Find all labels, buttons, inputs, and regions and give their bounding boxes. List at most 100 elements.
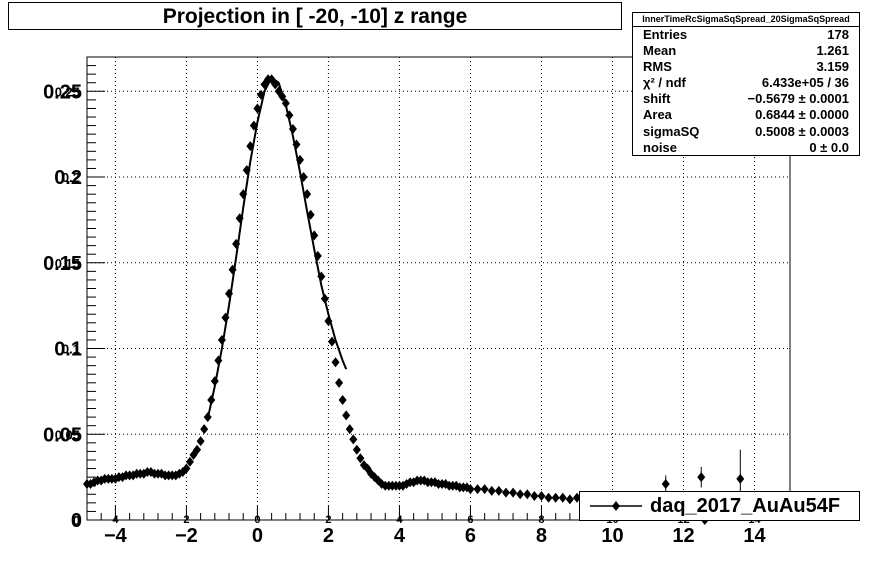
data-point (523, 489, 532, 500)
data-point (516, 489, 525, 500)
data-point (228, 264, 237, 275)
data-point (335, 377, 344, 388)
stats-row: noise 0 ± 0.0 (633, 140, 859, 156)
stats-label: sigmaSQ (643, 123, 700, 139)
tick-labels: −44−220022446688101012121414000.050.050.… (43, 81, 766, 547)
stats-row: Area 0.6844 ± 0.0000 (633, 107, 859, 123)
stats-histogram-name: InnerTimeRcSigmaSqSpread_20SigmaSqSpread (633, 13, 859, 27)
data-point (242, 165, 251, 176)
data-point (494, 485, 503, 496)
data-point (530, 490, 539, 501)
data-point (697, 472, 706, 483)
stats-label: Area (643, 107, 672, 123)
data-point (509, 487, 518, 498)
data-point (551, 492, 560, 503)
stats-row: Mean 1.261 (633, 43, 859, 59)
data-point (232, 238, 241, 249)
data-point (320, 293, 329, 304)
stats-value: 0 ± 0.0 (809, 139, 849, 155)
x-tick-label-small: 4 (112, 514, 119, 526)
x-tick-label: 2 (323, 525, 334, 547)
x-tick-label-small: 0 (254, 514, 260, 526)
data-point (207, 394, 216, 405)
y-tick-label: 0 (71, 510, 82, 532)
y-tick-label: 0.15 (43, 253, 82, 275)
x-tick-label: −4 (104, 525, 128, 547)
data-point (203, 412, 212, 423)
data-point (537, 490, 546, 501)
data-point (196, 436, 205, 447)
stats-label: noise (643, 139, 677, 155)
stats-value: 3.159 (816, 59, 849, 75)
data-point (317, 271, 326, 282)
data-point (327, 336, 336, 347)
data-point (565, 494, 574, 505)
data-point (338, 394, 347, 405)
data-point (345, 424, 354, 435)
data-point (200, 424, 209, 435)
data-point (185, 456, 194, 467)
data-point (480, 484, 489, 495)
data-point (572, 492, 581, 503)
legend: daq_2017_AuAu54F (579, 491, 860, 521)
stats-row: shift −0.5679 ± 0.0001 (633, 91, 859, 107)
x-tick-label-small: 2 (325, 514, 331, 526)
stats-row: χ² / ndf 6.433e+05 / 36 (633, 75, 859, 91)
x-tick-label: 0 (252, 525, 263, 547)
data-point (296, 154, 305, 165)
x-tick-label-small: 8 (538, 514, 544, 526)
stats-box: InnerTimeRcSigmaSqSpread_20SigmaSqSpread… (632, 12, 860, 156)
data-point (281, 98, 290, 109)
y-tick-label-small: 0.1 (62, 342, 80, 357)
stats-label: χ² / ndf (643, 75, 686, 91)
data-point (736, 473, 745, 484)
stats-label: Entries (643, 27, 688, 42)
data-point (342, 410, 351, 421)
data-point (356, 453, 365, 464)
x-tick-label: 6 (465, 525, 476, 547)
x-tick-label: −2 (175, 525, 198, 547)
data-point (292, 139, 301, 150)
y-tick-label: 0.25 (43, 81, 82, 103)
y-tick-label-small: 0.05 (55, 427, 80, 442)
stats-label: shift (643, 91, 671, 107)
data-point (349, 434, 358, 445)
x-tick-label: 14 (743, 525, 766, 547)
x-tick-label-small: 4 (396, 514, 403, 526)
data-point (214, 355, 223, 366)
y-tick-label: 0.2 (54, 167, 82, 189)
data-point (288, 124, 297, 135)
stats-value: 0.6844 ± 0.0000 (755, 107, 849, 123)
data-point (193, 444, 202, 455)
data-point (249, 120, 258, 131)
stats-rows: Entries 178 Mean 1.261 RMS 3.159 χ² / ndf 6.433… (633, 27, 859, 156)
data-point (221, 312, 230, 323)
data-point (299, 172, 308, 183)
fit-line (206, 76, 348, 420)
data-point (473, 484, 482, 495)
stats-value: 0.5008 ± 0.0003 (755, 123, 849, 139)
y-tick-label-small: 0.25 (55, 84, 80, 99)
stats-row: RMS 3.159 (633, 59, 859, 75)
data-point (558, 492, 567, 503)
stats-label: RMS (643, 59, 672, 75)
data-point (278, 91, 287, 102)
legend-marker (590, 501, 642, 511)
y-tick-label-small: 0.2 (62, 170, 80, 185)
data-points (83, 74, 745, 525)
stats-value: 6.433e+05 / 36 (761, 75, 849, 91)
data-point (253, 103, 262, 114)
data-point (235, 213, 244, 224)
data-point (210, 376, 219, 387)
data-point (225, 288, 234, 299)
data-point (310, 230, 319, 241)
data-point (352, 444, 361, 455)
y-tick-label: 0.05 (43, 424, 82, 446)
y-tick-label-small: 0.15 (55, 256, 80, 271)
data-point (271, 79, 280, 90)
x-tick-label: 12 (672, 525, 694, 547)
x-tick-label: 4 (394, 525, 406, 547)
stats-value: 178 (827, 27, 849, 42)
stats-row: Entries 178 (633, 27, 859, 43)
legend-entry-label: daq_2017_AuAu54F (650, 495, 841, 517)
